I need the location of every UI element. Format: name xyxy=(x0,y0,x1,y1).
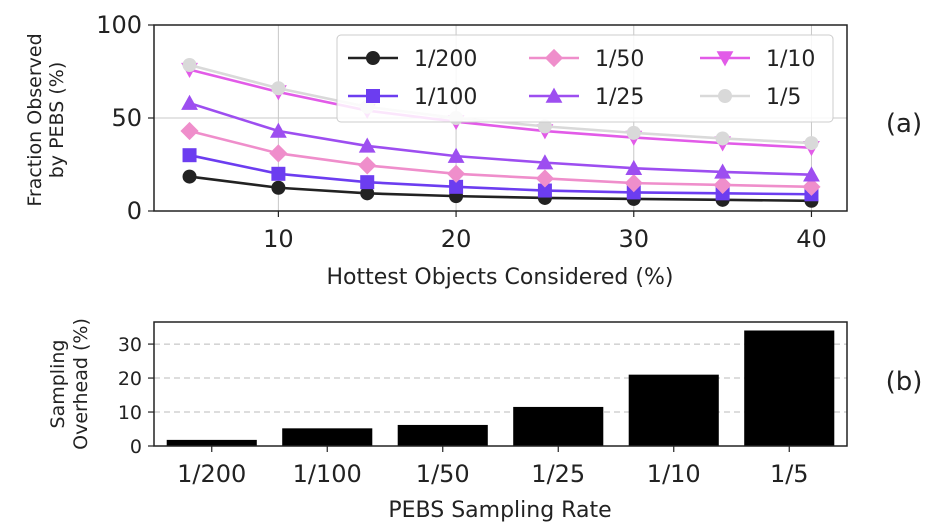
data-point xyxy=(182,57,197,72)
legend-marker xyxy=(718,89,732,103)
series-line xyxy=(189,175,812,203)
data-point xyxy=(182,148,197,163)
data-point xyxy=(626,185,641,200)
panel-a-legend: 1/200 1/100 1/50 1/25 1/10 1/5 xyxy=(336,34,834,123)
y-tick-label: 20 xyxy=(118,368,142,390)
bar-1-200 xyxy=(166,439,257,446)
legend-marker xyxy=(716,51,734,67)
data-point xyxy=(180,121,199,141)
x-tick-label: 1/10 xyxy=(647,460,701,488)
series-1-25 xyxy=(181,94,820,182)
bar-1-50 xyxy=(397,424,488,446)
data-point xyxy=(804,136,819,151)
panel-a-xlabel: Hottest Objects Considered (%) xyxy=(327,265,674,290)
legend-item: 1/50 xyxy=(529,47,644,72)
data-point xyxy=(358,137,376,153)
panel-a: 10 20 30 40 0 50 100 1/200 1/100 1/50 1/25 1/10 1/5… xyxy=(24,11,922,290)
panel-b-xlabel: PEBS Sampling Rate xyxy=(388,498,611,523)
data-point xyxy=(271,166,286,181)
data-point xyxy=(447,147,465,163)
series-1-100 xyxy=(182,148,819,202)
series-line xyxy=(189,153,812,196)
data-point xyxy=(536,154,554,170)
y-tick-label: 0 xyxy=(130,436,142,458)
panel-a-ticks: 10 20 30 40 0 50 100 xyxy=(96,11,827,253)
x-tick-label: 20 xyxy=(441,225,472,253)
data-point xyxy=(360,175,375,190)
legend-label: 1/10 xyxy=(766,47,815,72)
x-tick-label: 1/200 xyxy=(177,460,246,488)
y-tick-label: 0 xyxy=(127,197,142,225)
panel-b-label: (b) xyxy=(886,367,923,397)
data-point xyxy=(269,122,287,138)
y-tick-label: 50 xyxy=(111,104,142,132)
x-tick-label: 1/5 xyxy=(770,460,809,488)
panel-a-series xyxy=(180,57,821,208)
x-tick-label: 1/50 xyxy=(416,460,470,488)
data-point xyxy=(535,169,555,188)
y-tick-label: 100 xyxy=(96,11,142,39)
x-tick-label: 1/25 xyxy=(531,460,585,488)
data-point xyxy=(624,174,643,193)
bar-1-25 xyxy=(513,406,604,446)
panel-b-grid xyxy=(154,343,847,413)
data-point xyxy=(360,186,375,201)
data-point xyxy=(537,119,552,134)
legend-item: 1/10 xyxy=(700,47,815,72)
data-point xyxy=(182,169,197,184)
panel-a-ylabel-line-2: by PEBS (%) xyxy=(46,62,68,179)
panel-b-ylabel-line-2: Overhead (%) xyxy=(70,318,92,450)
data-point xyxy=(271,180,286,195)
data-point xyxy=(715,131,730,146)
legend-marker xyxy=(366,89,380,103)
panel-b-frame xyxy=(153,321,848,447)
data-point xyxy=(713,175,732,195)
series-line xyxy=(189,68,812,150)
x-tick-label: 40 xyxy=(796,225,827,253)
data-point xyxy=(446,164,466,183)
data-point xyxy=(358,156,377,175)
y-tick-label: 30 xyxy=(118,334,142,356)
bar-1-100 xyxy=(282,428,373,446)
data-point xyxy=(181,94,198,110)
legend-marker xyxy=(366,51,380,65)
legend-label: 1/100 xyxy=(414,85,477,110)
data-point xyxy=(802,177,821,196)
data-point xyxy=(269,144,288,163)
legend-item: 1/100 xyxy=(348,85,477,110)
panel-b-bars xyxy=(166,330,835,446)
legend-item: 1/25 xyxy=(529,85,644,110)
data-point xyxy=(271,81,286,96)
legend-label: 1/50 xyxy=(595,47,644,72)
data-point xyxy=(449,179,464,194)
panel-b-ylabel-line-1: Sampling xyxy=(47,340,69,429)
data-point xyxy=(537,183,552,198)
legend-marker xyxy=(544,48,564,68)
legend-marker xyxy=(545,87,563,103)
legend-label: 1/5 xyxy=(766,85,801,110)
series-line xyxy=(189,129,812,189)
x-tick-label: 1/100 xyxy=(293,460,362,488)
legend-label: 1/200 xyxy=(414,47,477,72)
series-line xyxy=(189,101,812,177)
legend-item: 1/5 xyxy=(700,85,801,110)
data-point xyxy=(625,159,643,175)
y-tick-label: 10 xyxy=(118,402,142,424)
legend-label: 1/25 xyxy=(595,85,644,110)
data-point xyxy=(714,163,732,179)
x-tick-label: 30 xyxy=(618,225,649,253)
data-point xyxy=(803,166,820,182)
panel-a-label: (a) xyxy=(886,109,922,139)
legend-box xyxy=(336,34,834,123)
series-1-50 xyxy=(180,121,821,196)
bar-1-10 xyxy=(628,374,719,446)
data-point xyxy=(626,125,641,140)
panel-a-ylabel-line-1: Fraction Observed xyxy=(24,33,46,206)
legend-item: 1/200 xyxy=(348,47,477,72)
bar-1-5 xyxy=(744,330,835,446)
x-tick-label: 10 xyxy=(263,225,294,253)
